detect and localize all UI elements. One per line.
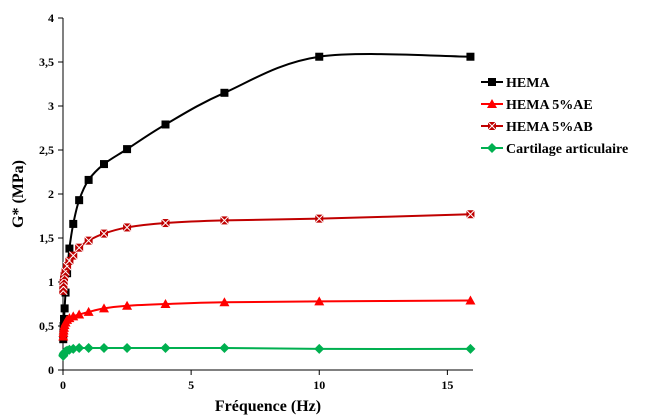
data-point bbox=[219, 297, 230, 307]
data-point bbox=[99, 343, 109, 353]
legend-item: HEMA 5%AB bbox=[481, 120, 593, 135]
legend-item: Cartilage articulaire bbox=[481, 142, 628, 157]
data-point bbox=[74, 343, 85, 353]
series-line bbox=[62, 53, 471, 340]
legend-marker bbox=[487, 121, 497, 131]
data-point bbox=[160, 299, 171, 308]
legend-marker bbox=[488, 78, 496, 86]
x-tick-label: 0 bbox=[60, 378, 66, 392]
data-point bbox=[69, 219, 78, 228]
data-point bbox=[100, 160, 108, 169]
data-point bbox=[122, 223, 132, 232]
legend-label: HEMA 5%AE bbox=[506, 98, 593, 113]
legend-item: HEMA bbox=[481, 76, 550, 91]
data-point bbox=[75, 196, 84, 205]
data-point bbox=[65, 244, 74, 253]
legend-item: HEMA 5%AE bbox=[481, 98, 593, 113]
series-layer bbox=[58, 52, 476, 361]
data-point bbox=[60, 314, 69, 323]
x-tick-label: 5 bbox=[188, 378, 194, 392]
y-tick-label: 2 bbox=[48, 187, 54, 201]
x-tick-label: 10 bbox=[313, 378, 325, 392]
y-tick-label: 1,5 bbox=[39, 231, 54, 245]
series-3 bbox=[58, 343, 476, 361]
data-point bbox=[465, 343, 476, 354]
data-point bbox=[123, 145, 132, 154]
data-point bbox=[84, 175, 93, 184]
legend-label: HEMA 5%AB bbox=[506, 120, 593, 135]
y-tick-label: 0,5 bbox=[39, 319, 54, 333]
data-point bbox=[74, 309, 85, 319]
data-point bbox=[220, 216, 229, 225]
legend-marker bbox=[487, 99, 497, 108]
data-point bbox=[122, 300, 133, 310]
data-point bbox=[74, 243, 84, 253]
x-axis-title: Fréquence (Hz) bbox=[215, 398, 321, 415]
data-point bbox=[99, 229, 109, 238]
data-point bbox=[161, 218, 170, 228]
data-point bbox=[220, 88, 229, 97]
data-point bbox=[314, 343, 325, 354]
data-point bbox=[84, 236, 93, 245]
data-point bbox=[315, 52, 324, 61]
y-axis-title: G* (MPa) bbox=[10, 160, 27, 228]
data-point bbox=[314, 296, 325, 306]
data-point bbox=[68, 343, 79, 354]
y-tick-label: 1 bbox=[48, 275, 54, 289]
data-point bbox=[219, 343, 230, 353]
legend: HEMA HEMA 5%AE HEMA 5%AB Cartilage articula… bbox=[481, 76, 628, 157]
y-tick-label: 0 bbox=[48, 363, 54, 377]
series-1 bbox=[58, 295, 476, 341]
legend-marker bbox=[487, 143, 497, 153]
data-point bbox=[314, 214, 324, 223]
y-tick-label: 3,5 bbox=[39, 55, 54, 69]
data-point bbox=[83, 306, 94, 316]
x-tick-label: 15 bbox=[441, 378, 453, 392]
data-point bbox=[466, 52, 475, 61]
series-0 bbox=[59, 52, 475, 344]
y-tick-label: 4 bbox=[48, 11, 54, 25]
data-point bbox=[161, 120, 170, 129]
axes: 0 0,5 1 1,5 2 2,5 3 3,5 4 0 5 10 15 bbox=[39, 11, 473, 392]
data-point bbox=[60, 304, 69, 313]
y-tick-label: 3 bbox=[48, 99, 54, 113]
data-point bbox=[466, 209, 475, 219]
legend-label: HEMA bbox=[506, 76, 550, 91]
data-point bbox=[83, 343, 94, 353]
data-point bbox=[160, 343, 171, 353]
legend-label: Cartilage articulaire bbox=[506, 142, 628, 157]
series-2 bbox=[58, 209, 475, 296]
data-point bbox=[99, 303, 109, 313]
y-tick-label: 2,5 bbox=[39, 143, 54, 157]
data-point bbox=[465, 295, 476, 305]
data-point bbox=[68, 251, 78, 260]
data-point bbox=[122, 343, 133, 353]
